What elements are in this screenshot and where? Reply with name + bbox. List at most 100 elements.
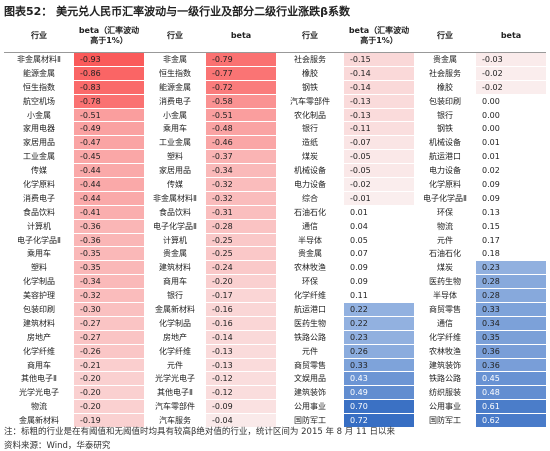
industry-cell: 化学纤维 [144,344,206,359]
beta-cell: -0.21 [74,358,144,373]
industry-cell: 半导体 [414,288,476,304]
industry-cell: 化学制品 [4,274,74,290]
industry-cell: 煤炭 [414,260,476,276]
industry-cell: 通信 [276,219,344,234]
industry-cell: 环保 [276,274,344,290]
beta-cell: -0.83 [74,80,144,95]
industry-cell: 银行 [144,288,206,304]
beta-cell: -0.13 [206,344,276,359]
beta-cell: -0.36 [74,219,144,234]
beta-cell: -0.07 [344,135,414,151]
beta-cell: 0.00 [476,94,546,109]
industry-cell: 造纸 [276,135,344,151]
industry-cell: 乘用车 [4,246,74,262]
table-row: 塑料 -0.35 建筑材料 -0.24 农林牧渔 0.09 煤炭 0.23 [4,260,546,276]
table-row: 其他电子Ⅱ -0.20 光学光电子 -0.12 文娱用品 0.43 铁路公路 0.45 [4,371,546,387]
table-row: 传媒 -0.44 家居用品 -0.34 机械设备 -0.05 电力设备 0.02 [4,163,546,179]
beta-cell: 0.11 [344,288,414,304]
industry-cell: 钢铁 [414,121,476,137]
table-body: 非金属材料Ⅱ -0.93 非金属 -0.79 社会服务 -0.15 贵金属 -0.03 能源金属… [4,52,546,429]
industry-cell: 航空机场 [4,94,74,109]
header-cell: 行业 [276,20,344,53]
industry-cell: 钢铁 [276,80,344,95]
beta-cell: -0.16 [206,316,276,331]
title: 图表52： 美元兑人民币汇率波动与一级行业及部分二级行业涨跌β系数 [4,5,351,18]
table-row: 化学原料 -0.44 传媒 -0.32 电力设备 -0.02 化学原料 0.09 [4,177,546,192]
industry-cell: 农林牧渔 [276,260,344,276]
beta-cell: -0.19 [74,413,144,429]
industry-cell: 汽车零部件 [144,399,206,415]
beta-cell: -0.15 [344,52,414,67]
beta-cell: 0.36 [476,358,546,373]
beta-cell: 0.48 [476,385,546,401]
beta-cell: -0.02 [476,66,546,81]
industry-cell: 非金属材料Ⅱ [144,191,206,206]
industry-cell: 小金属 [4,108,74,123]
industry-cell: 恒生指数 [4,80,74,95]
source: 资料来源：Wind，华泰研究 [4,441,111,451]
table-row: 食品饮料 -0.41 食品饮料 -0.31 石油石化 0.01 环保 0.13 [4,205,546,220]
beta-cell: -0.24 [206,260,276,276]
beta-cell: -0.05 [344,163,414,179]
industry-cell: 非金属 [144,52,206,67]
table-row: 能源金属 -0.86 恒生指数 -0.77 橡胶 -0.14 社会服务 -0.02 [4,66,546,81]
industry-cell: 国防军工 [276,413,344,429]
header-row: 行业 beta（汇率波动高于1%） 行业 beta 行业 beta（汇率波动高于1%） 行业… [4,20,546,53]
industry-cell: 物流 [4,399,74,415]
beta-cell: -0.02 [476,80,546,95]
beta-cell: -0.49 [74,121,144,137]
industry-cell: 家居用品 [144,163,206,179]
industry-cell: 煤炭 [276,149,344,165]
beta-cell: 0.28 [476,288,546,304]
industry-cell: 橡胶 [276,66,344,81]
note: 注：标粗的行业是在有阈值和无阈值时均具有较高β绝对值的行业，统计区间为 2015… [4,427,395,437]
industry-cell: 商用车 [144,274,206,290]
beta-cell: -0.34 [206,163,276,179]
industry-cell: 石油石化 [414,246,476,262]
beta-cell: -0.79 [206,52,276,67]
beta-cell: -0.25 [206,233,276,248]
industry-cell: 恒生指数 [144,66,206,81]
beta-cell: -0.20 [74,385,144,401]
table-row: 光学光电子 -0.20 其他电子Ⅱ -0.12 建筑装饰 0.49 纺织服装 0.48 [4,385,546,401]
table-row: 计算机 -0.36 电子化学品Ⅱ -0.28 通信 0.04 物流 0.15 [4,219,546,234]
industry-cell: 光学光电子 [144,371,206,387]
beta-cell: 0.33 [344,358,414,373]
beta-cell: -0.51 [206,108,276,123]
beta-cell: -0.37 [206,149,276,165]
header-cell: beta（汇率波动高于1%） [344,20,414,53]
industry-cell: 化学制品 [144,316,206,331]
beta-cell: 0.17 [476,233,546,248]
beta-cell: 0.23 [476,260,546,276]
industry-cell: 贵金属 [276,246,344,262]
industry-cell: 贵金属 [414,52,476,67]
industry-cell: 汽车零部件 [276,94,344,109]
industry-cell: 化学纤维 [276,288,344,304]
industry-cell: 文娱用品 [276,371,344,387]
industry-cell: 消费电子 [4,191,74,206]
beta-cell: 0.36 [476,344,546,359]
industry-cell: 电力设备 [414,163,476,179]
table-row: 消费电子 -0.44 非金属材料Ⅱ -0.32 综合 -0.01 电子化学品Ⅱ 0.09 [4,191,546,206]
beta-cell: 0.43 [344,371,414,387]
industry-cell: 计算机 [144,233,206,248]
beta-cell: 0.00 [476,121,546,137]
table-row: 建筑材料 -0.27 化学制品 -0.16 医药生物 0.22 通信 0.34 [4,316,546,331]
industry-cell: 商贸零售 [276,358,344,373]
beta-cell: -0.03 [476,52,546,67]
beta-cell: 0.62 [476,413,546,429]
beta-cell: 0.34 [476,316,546,331]
table-row: 家居用品 -0.47 工业金属 -0.46 造纸 -0.07 机械设备 0.01 [4,135,546,151]
industry-cell: 铁路公路 [276,330,344,345]
industry-cell: 塑料 [144,149,206,165]
beta-cell: -0.41 [74,205,144,220]
industry-cell: 食品饮料 [144,205,206,220]
industry-cell: 环保 [414,205,476,220]
industry-cell: 食品饮料 [4,205,74,220]
industry-cell: 医药生物 [276,316,344,331]
industry-cell: 航运港口 [276,302,344,317]
industry-cell: 电子化学品Ⅱ [144,219,206,234]
beta-cell: 0.22 [344,316,414,331]
beta-cell: -0.34 [74,274,144,290]
beta-cell: 0.05 [344,233,414,248]
